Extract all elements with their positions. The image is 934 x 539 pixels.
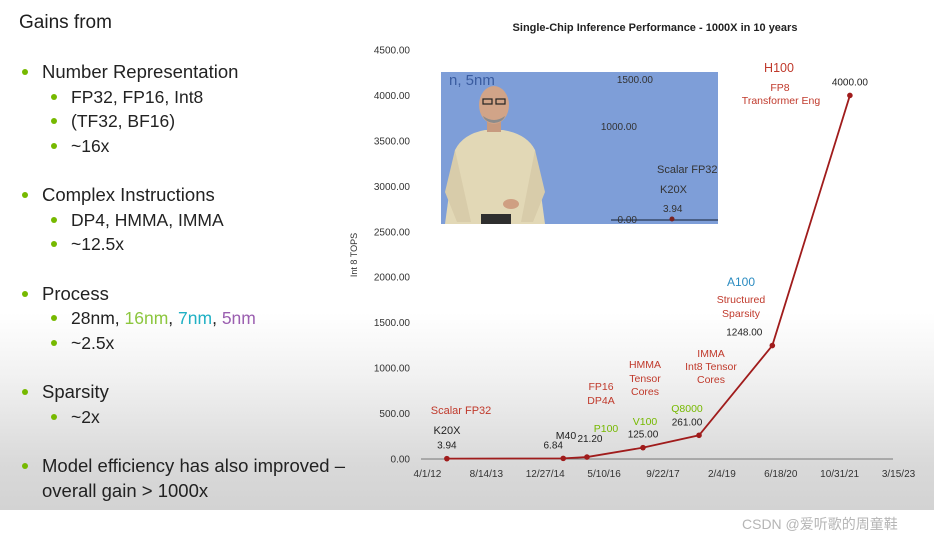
chart-annotation: K20X xyxy=(434,425,462,437)
sub-bullet-text: ~2x xyxy=(71,406,100,427)
y-tick-label: 1000.00 xyxy=(374,364,411,375)
sub-bullet-text: ~2.5x xyxy=(71,332,115,353)
data-label: 1248.00 xyxy=(726,328,763,339)
data-label: 6.84 xyxy=(544,440,564,451)
x-tick-label: 6/18/20 xyxy=(764,469,798,480)
chart-annotation: Cores xyxy=(697,374,725,386)
sub-bullet-1-3: ~16x xyxy=(20,134,370,159)
data-point xyxy=(847,92,853,99)
x-tick-label: 2/4/19 xyxy=(708,469,736,480)
data-point xyxy=(696,432,702,439)
x-tick-label: 10/31/21 xyxy=(820,469,859,480)
data-label: 261.00 xyxy=(672,417,703,428)
y-tick-label: 3000.00 xyxy=(374,182,411,193)
chart-annotation: DP4A xyxy=(587,395,614,407)
sub-bullet-1-2: (TF32, BF16) xyxy=(20,109,370,134)
y-tick-label: 4500.00 xyxy=(374,46,411,57)
sub-bullet-text: , xyxy=(114,308,125,328)
chart-annotation: V100 xyxy=(633,416,658,428)
chart-annotation: M40 xyxy=(556,430,577,442)
data-label: 4000.00 xyxy=(832,77,869,88)
chart-annotation: Scalar FP32 xyxy=(431,405,492,417)
video-point xyxy=(669,216,675,222)
data-label: 125.00 xyxy=(628,430,659,441)
x-tick-label: 9/22/17 xyxy=(646,469,680,480)
sub-bullet-text: FP32, FP16, Int8 xyxy=(71,86,204,107)
video-k20x-label: K20X xyxy=(660,184,688,196)
video-overlay[interactable]: 1500.00 1000.00 0.00 n, 5nm Scalar FP32 … xyxy=(441,72,718,224)
y-tick-label: 1500.00 xyxy=(374,318,411,329)
chart-annotation: Tensor xyxy=(629,373,661,385)
y-axis-label: Int 8 TOPS xyxy=(349,233,359,277)
y-tick-label: 0.00 xyxy=(391,455,411,466)
y-tick-label: 4000.00 xyxy=(374,91,411,102)
bullet-3: Process xyxy=(20,282,370,307)
video-frame: 1500.00 1000.00 0.00 n, 5nm Scalar FP32 … xyxy=(445,72,718,224)
presenter-figure xyxy=(445,86,545,224)
gains-heading: Gains from xyxy=(19,12,112,33)
chart-annotation: Q8000 xyxy=(671,403,703,415)
chart-annotation: Structured xyxy=(717,294,766,306)
video-partial-label: n, 5nm xyxy=(449,72,495,89)
chart-annotation: IMMA xyxy=(697,348,724,360)
sub-bullet-text: , xyxy=(212,308,222,328)
sub-bullet-2-1: DP4, HMMA, IMMA xyxy=(20,208,370,233)
y-tick-label: 2000.00 xyxy=(374,273,411,284)
x-tick-label: 4/1/12 xyxy=(414,469,442,480)
video-tick-0: 0.00 xyxy=(618,215,638,224)
chart-annotation: Transformer Eng xyxy=(742,95,821,107)
video-value-label: 3.94 xyxy=(663,204,683,215)
chart-annotation: FP16 xyxy=(588,381,613,393)
sub-bullet-text: 28nm xyxy=(71,308,115,328)
chart-annotation: Sparsity xyxy=(722,308,761,320)
sub-bullet-text: , xyxy=(168,308,179,328)
data-point xyxy=(584,454,590,460)
x-tick-label: 8/14/13 xyxy=(470,469,504,480)
sub-bullet-4-1: ~2x xyxy=(20,405,370,430)
y-tick-label: 2500.00 xyxy=(374,227,411,238)
watermark: CSDN @爱听歌的周童鞋 xyxy=(742,516,898,532)
sub-bullet-3-1: 28nm, 16nm, 7nm, 5nm xyxy=(20,306,370,331)
chart-annotation: Int8 Tensor xyxy=(685,361,737,373)
data-point xyxy=(444,455,450,462)
data-point xyxy=(640,444,646,451)
bullet-list: Number Representation FP32, FP16, Int8 (TF… xyxy=(20,60,370,503)
bullet-1: Number Representation xyxy=(20,60,370,85)
sub-bullet-text: 7nm xyxy=(178,308,213,328)
sub-bullet-1-1: FP32, FP16, Int8 xyxy=(20,85,370,110)
data-point xyxy=(560,455,567,462)
data-label: 21.20 xyxy=(577,434,602,445)
x-tick-label: 5/10/16 xyxy=(587,469,621,480)
video-scalar-label: Scalar FP32 xyxy=(657,164,718,176)
sub-bullet-text: ~16x xyxy=(71,135,110,156)
data-point xyxy=(769,342,776,349)
sub-bullet-text: ~12.5x xyxy=(71,234,125,254)
y-tick-label: 500.00 xyxy=(379,409,410,420)
chart-annotation: HMMA xyxy=(629,359,661,371)
sub-bullet-text: (TF32, BF16) xyxy=(71,111,176,131)
chart-title: Single-Chip Inference Performance - 1000… xyxy=(512,22,798,34)
chart-annotation: H100 xyxy=(764,61,794,75)
footer-band xyxy=(0,510,934,539)
data-label: 3.94 xyxy=(437,441,457,452)
chart-annotation: P100 xyxy=(594,423,619,435)
sub-bullet-text: 5nm xyxy=(221,308,256,328)
chart-annotation: A100 xyxy=(727,275,755,289)
bullet-5: Model efficiency has also improved – ove… xyxy=(20,454,370,503)
sub-bullet-3-2: ~2.5x xyxy=(20,331,370,356)
sub-bullet-2-2: ~12.5x xyxy=(20,232,370,257)
bullet-4: Sparsity xyxy=(20,380,370,405)
chart-annotation: Cores xyxy=(631,386,659,398)
sub-bullet-text: 16nm xyxy=(124,308,169,328)
x-tick-label: 12/27/14 xyxy=(526,469,565,480)
video-tick-1500: 1500.00 xyxy=(617,75,654,86)
bullet-2: Complex Instructions xyxy=(20,183,370,208)
video-tick-1000: 1000.00 xyxy=(601,122,638,133)
x-tick-label: 3/15/23 xyxy=(882,469,916,480)
chart-annotation: FP8 xyxy=(770,82,789,94)
y-tick-label: 3500.00 xyxy=(374,136,411,147)
sub-bullet-text: DP4, HMMA, IMMA xyxy=(71,209,224,230)
